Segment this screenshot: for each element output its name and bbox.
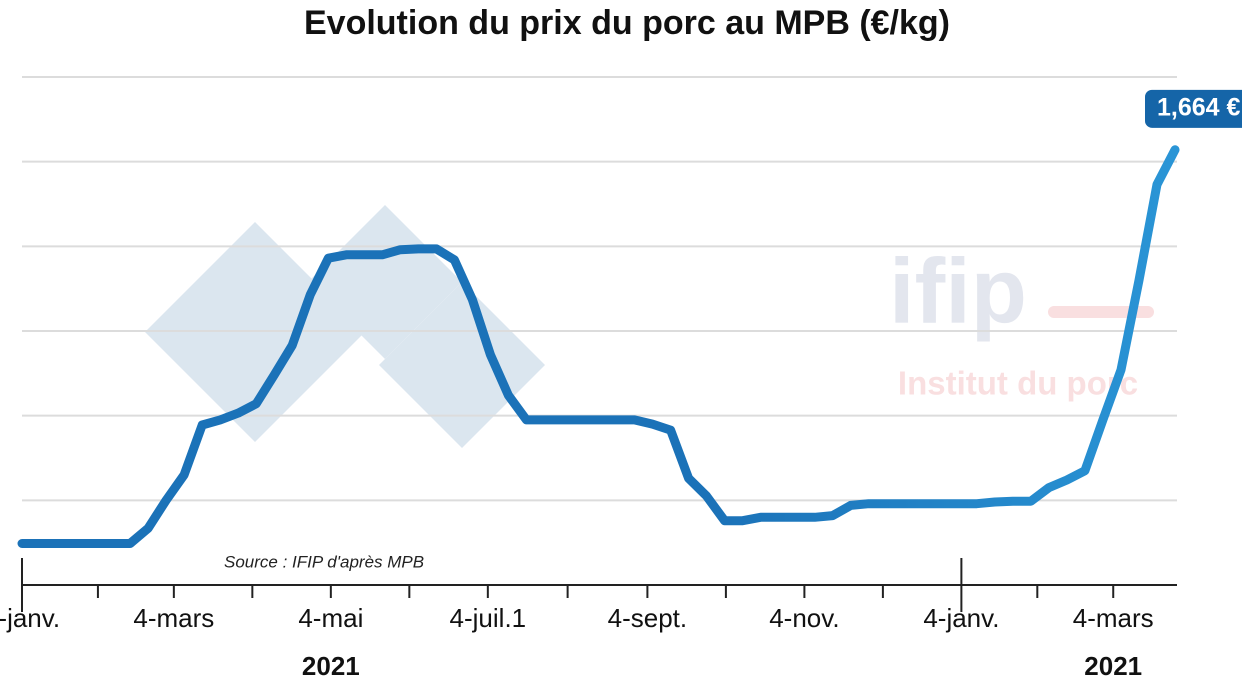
x-tick-label: 4-mars (1073, 603, 1154, 633)
x-tick-label: 4-janv. (923, 603, 999, 633)
value-label: 1,664 € (1157, 93, 1241, 121)
year-label: 2021 (302, 651, 360, 681)
x-tick-label: 4-sept. (608, 603, 688, 633)
x-tick-label: 4-mai (298, 603, 363, 633)
watermark-logo: ifip (889, 240, 1027, 342)
chart-title: Evolution du prix du porc au MPB (€/kg) (304, 4, 950, 42)
x-tick-label: 4-juil.1 (450, 603, 527, 633)
x-tick-label: 4-janv. (0, 603, 60, 633)
price-line (17, 145, 1180, 548)
source-note: Source : IFIP d'après MPB (224, 552, 424, 571)
x-tick-label: 4-nov. (769, 603, 839, 633)
watermark-tagline: Institut du porc (898, 365, 1138, 402)
value-label-box (1145, 89, 1242, 128)
x-tick-label: 4-mars (133, 603, 214, 633)
year-label: 2021 (1084, 651, 1142, 681)
watermark-bar (1048, 306, 1154, 318)
